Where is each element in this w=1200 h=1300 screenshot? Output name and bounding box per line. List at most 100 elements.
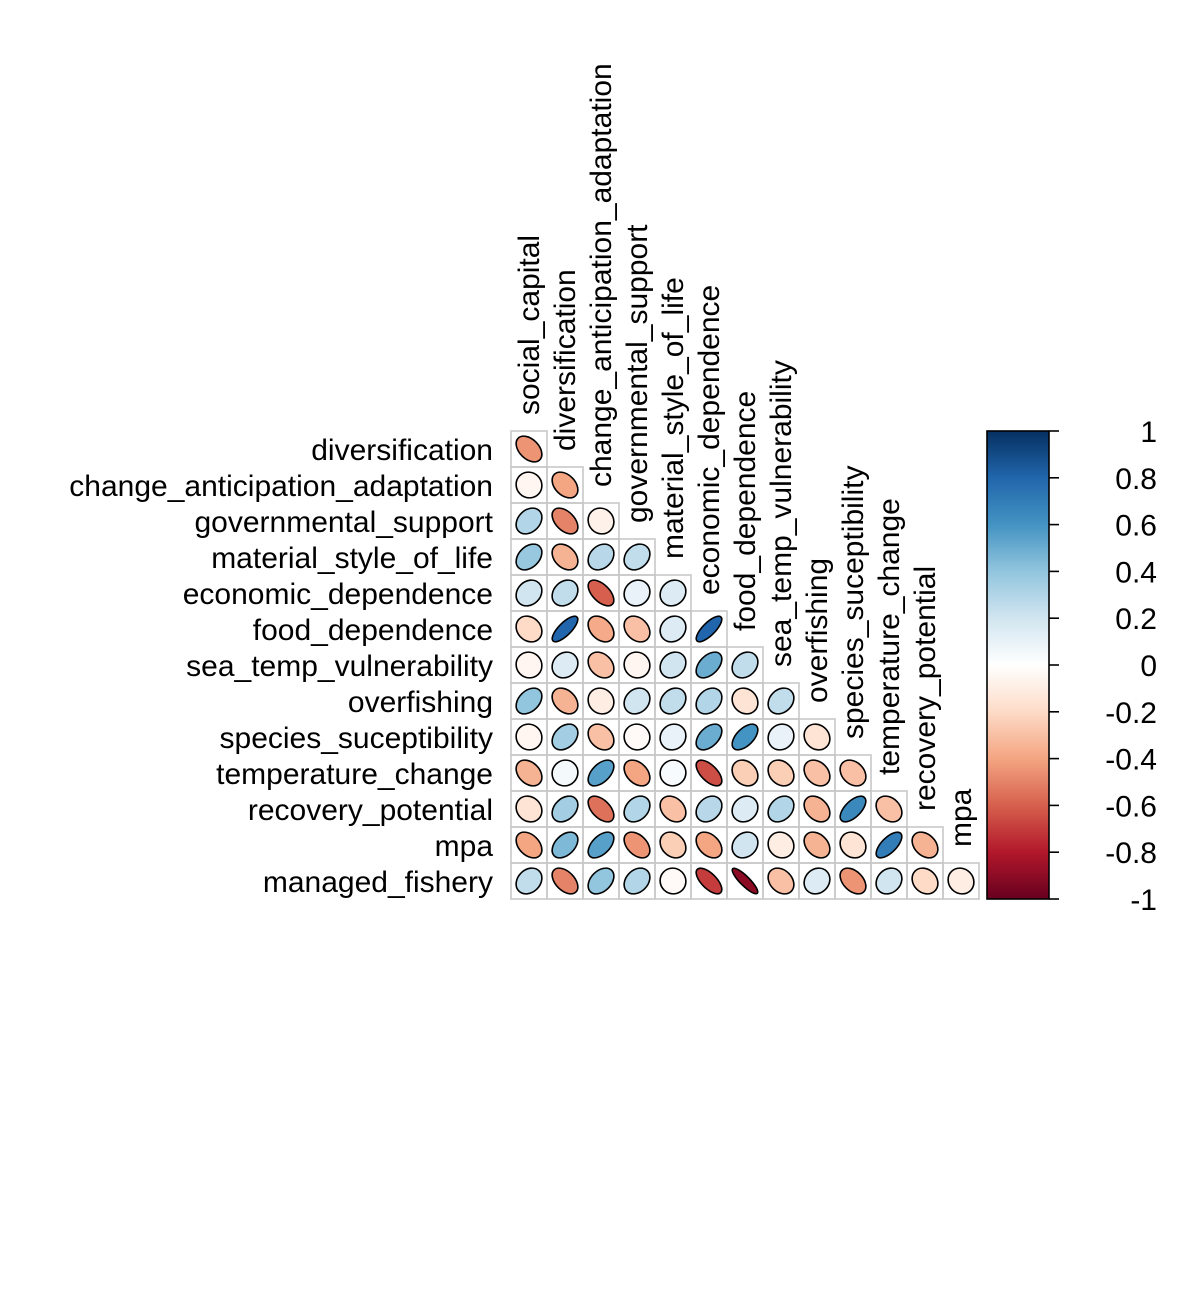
correlation-ellipse <box>515 615 543 643</box>
correlation-ellipse <box>947 867 975 895</box>
colorbar-gradient <box>986 430 1050 900</box>
correlation-ellipse <box>587 651 615 679</box>
column-label: mpa <box>945 788 978 847</box>
correlation-ellipse <box>731 651 759 679</box>
correlation-ellipse <box>695 759 723 787</box>
correlation-ellipse <box>515 687 543 715</box>
correlation-ellipse <box>695 651 723 679</box>
row-label: diversification <box>311 434 493 467</box>
correlation-ellipse <box>875 867 903 895</box>
correlation-ellipse <box>731 723 759 751</box>
colorbar-tick-label: -1 <box>1130 884 1157 917</box>
correlation-ellipses <box>515 435 975 895</box>
correlation-ellipse <box>623 831 651 859</box>
correlation-ellipse <box>659 615 687 643</box>
column-label: temperature_change <box>873 498 906 775</box>
colorbar-tick-label: -0.6 <box>1105 790 1157 823</box>
correlation-ellipse <box>911 867 939 895</box>
correlation-ellipse <box>767 795 795 823</box>
column-labels: social_capital diversification change_anti… <box>513 63 978 847</box>
correlation-ellipse <box>659 723 687 751</box>
row-label: managed_fishery <box>263 866 493 899</box>
correlation-ellipse <box>695 723 723 751</box>
column-label: diversification <box>549 269 582 451</box>
colorbar-tick-label: -0.8 <box>1105 837 1157 870</box>
row-labels: diversificationchange_anticipation_adapt… <box>69 434 493 899</box>
correlation-ellipse <box>623 723 651 751</box>
correlation-ellipse <box>803 831 831 859</box>
correlation-ellipse <box>767 723 795 751</box>
correlation-ellipse <box>839 867 867 895</box>
correlation-ellipse <box>767 687 795 715</box>
row-label: food_dependence <box>253 614 493 647</box>
correlation-ellipse <box>587 579 615 607</box>
column-label: food_dependence <box>729 391 762 631</box>
colorbar-tick-label: 0 <box>1140 650 1157 683</box>
correlation-ellipse <box>623 759 651 787</box>
correlation-ellipse <box>875 831 903 859</box>
correlation-ellipse <box>911 831 939 859</box>
correlation-ellipse <box>587 543 615 571</box>
correlation-ellipse <box>767 831 795 859</box>
correlation-ellipse <box>515 759 543 787</box>
correlation-ellipse <box>587 687 615 715</box>
correlation-ellipse <box>587 759 615 787</box>
correlation-ellipse <box>515 867 543 895</box>
correlation-ellipse <box>551 543 579 571</box>
column-label: species_suceptibility <box>837 466 870 739</box>
column-label: sea_temp_vulnerability <box>765 360 798 667</box>
row-label: mpa <box>435 830 494 863</box>
correlation-ellipse <box>587 723 615 751</box>
correlation-ellipse <box>515 507 543 535</box>
correlation-ellipse <box>803 867 831 895</box>
correlation-ellipse <box>659 795 687 823</box>
correlation-ellipse <box>767 759 795 787</box>
grid-cell <box>942 862 980 900</box>
column-label: overfishing <box>801 558 834 703</box>
correlation-ellipse <box>551 687 579 715</box>
correlation-ellipse <box>659 579 687 607</box>
correlation-ellipse <box>515 471 543 499</box>
correlation-ellipse <box>623 867 651 895</box>
correlation-ellipse <box>659 867 687 895</box>
correlation-ellipse <box>587 867 615 895</box>
correlation-ellipse <box>551 831 579 859</box>
correlation-ellipse <box>551 651 579 679</box>
correlation-ellipse <box>515 435 543 463</box>
column-label: economic_dependence <box>693 285 726 595</box>
correlation-ellipse <box>551 615 579 643</box>
column-label: material_style_of_life <box>657 277 690 559</box>
correlation-ellipse <box>695 831 723 859</box>
row-label: economic_dependence <box>183 578 493 611</box>
column-label: change_anticipation_adaptation <box>585 63 618 487</box>
correlation-ellipse <box>695 795 723 823</box>
correlation-ellipse <box>767 867 795 895</box>
correlation-ellipse <box>587 795 615 823</box>
correlation-ellipse <box>587 507 615 535</box>
correlation-ellipse <box>623 795 651 823</box>
row-label: change_anticipation_adaptation <box>69 470 493 503</box>
correlation-ellipse <box>551 471 579 499</box>
correlation-ellipse <box>623 579 651 607</box>
correlation-ellipse <box>731 867 759 895</box>
row-label: species_suceptibility <box>220 722 493 755</box>
row-label: recovery_potential <box>248 794 493 827</box>
colorbar-tick-label: 0.4 <box>1115 556 1157 589</box>
correlation-ellipse <box>515 795 543 823</box>
correlation-ellipse <box>695 867 723 895</box>
correlation-ellipse <box>731 795 759 823</box>
correlation-ellipse <box>515 579 543 607</box>
colorbar: 1 0.8 0.6 0.4 0.2 0 -0.2 -0.4 -0.6 -0.8 -1 <box>986 416 1157 917</box>
correlation-ellipse <box>731 687 759 715</box>
colorbar-tick-label: 0.6 <box>1115 510 1157 543</box>
correlation-ellipse <box>551 867 579 895</box>
grid-cells <box>510 430 980 900</box>
correlation-ellipse <box>623 615 651 643</box>
correlation-ellipse <box>839 759 867 787</box>
column-label: recovery_potential <box>909 566 942 811</box>
correlation-ellipse <box>659 759 687 787</box>
correlation-ellipse <box>803 723 831 751</box>
correlation-ellipse <box>731 831 759 859</box>
correlation-ellipse <box>731 759 759 787</box>
